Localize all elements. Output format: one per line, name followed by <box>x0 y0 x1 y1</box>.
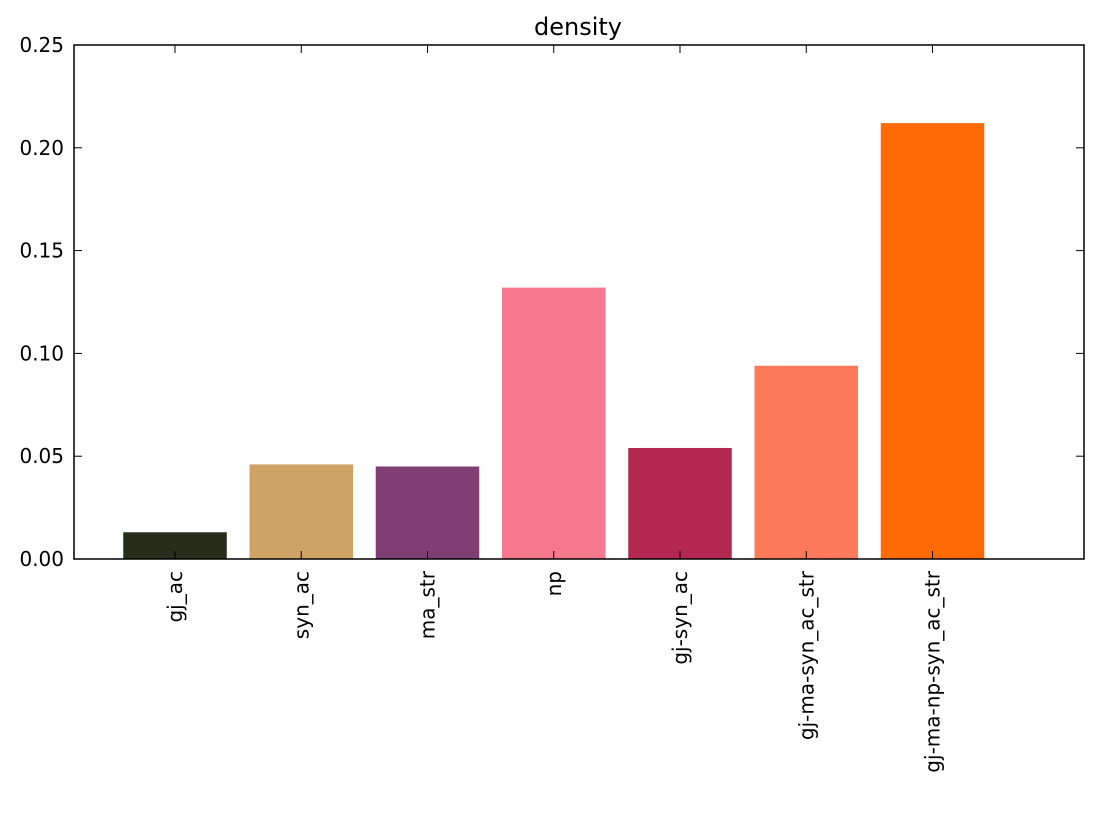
x-tick-label: ma_str <box>416 570 440 639</box>
bar-gj-ma-np-syn_ac_str <box>880 123 985 560</box>
x-tick-label: gj-syn_ac <box>668 571 692 665</box>
x-tick-label: np <box>542 571 566 596</box>
plot-frame <box>73 44 1085 560</box>
chart-title: density <box>534 13 622 41</box>
y-tick-label: 0.05 <box>19 444 64 468</box>
x-tick-label: gj_ac <box>163 571 187 623</box>
y-tick-label: 0.20 <box>19 136 64 160</box>
y-tick-label: 0.00 <box>19 547 64 571</box>
y-tick-label: 0.25 <box>19 33 64 57</box>
y-tick-label: 0.15 <box>19 239 64 263</box>
bar-gj-ma-syn_ac_str <box>754 365 859 559</box>
x-tick-label: gj-ma-syn_ac_str <box>794 570 818 740</box>
bar-ma_str <box>375 466 480 559</box>
bar-np <box>501 287 606 559</box>
y-axis: 0.00 0.05 0.10 0.15 0.20 0.25 <box>19 33 1084 571</box>
y-tick-label: 0.10 <box>19 341 64 365</box>
x-tick-label: syn_ac <box>289 571 313 639</box>
bar-gj-syn_ac <box>628 447 732 559</box>
x-axis: gj_ac syn_ac ma_str np gj-syn_ac gj-ma-syn_ac… <box>163 45 945 773</box>
bar-syn_ac <box>249 464 354 559</box>
bars-group <box>123 123 985 560</box>
x-tick-label: gj-ma-np-syn_ac_str <box>921 570 945 772</box>
